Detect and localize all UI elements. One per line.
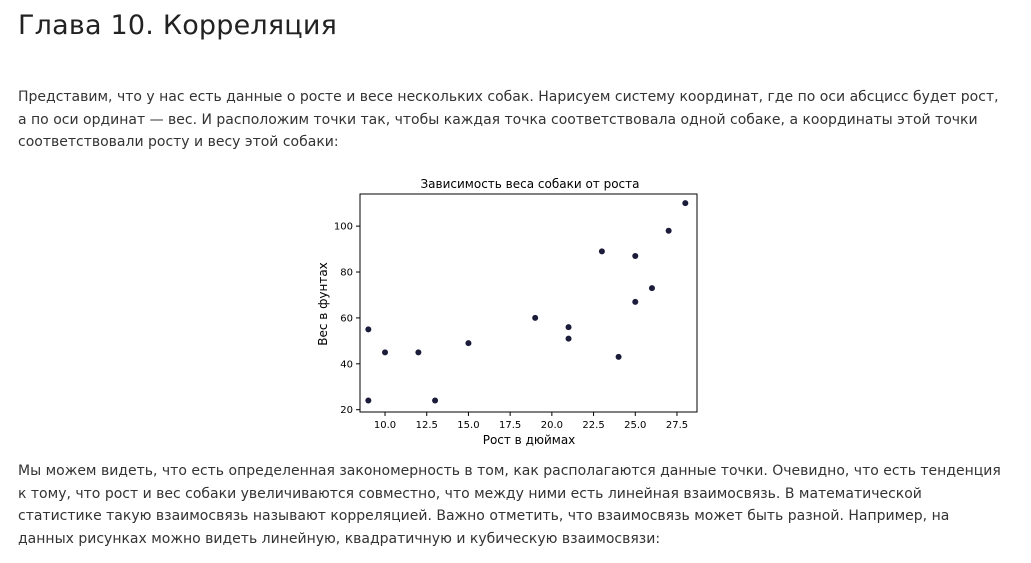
data-point — [415, 349, 422, 356]
x-tick-label: 25.0 — [624, 420, 646, 431]
x-axis-label: Рост в дюймах — [483, 433, 576, 447]
data-point — [365, 326, 372, 333]
y-axis-ticks: 20 40 60 80 100 — [334, 222, 360, 416]
y-tick-label: 20 — [340, 405, 353, 416]
data-point — [632, 252, 639, 259]
data-point — [648, 285, 655, 292]
chart-title: Зависимость веса собаки от роста — [420, 177, 639, 191]
data-point — [432, 397, 439, 404]
data-point — [665, 227, 672, 234]
x-tick-label: 17.5 — [499, 420, 521, 431]
x-tick-label: 22.5 — [582, 420, 604, 431]
intro-paragraph: Представим, что у нас есть данные о рост… — [18, 89, 999, 150]
x-tick-label: 20.0 — [541, 420, 563, 431]
x-tick-label: 27.5 — [666, 420, 688, 431]
x-tick-label: 10.0 — [374, 420, 396, 431]
x-axis-ticks: 10.0 12.5 15.0 17.5 20.0 22.5 25.0 27.5 — [374, 412, 688, 431]
data-point — [465, 340, 472, 347]
data-points — [365, 200, 689, 404]
page-title: Глава 10. Корреляция — [18, 10, 338, 41]
data-point — [615, 353, 622, 360]
x-tick-label: 12.5 — [416, 420, 438, 431]
data-point — [682, 200, 689, 207]
y-tick-label: 80 — [340, 268, 353, 279]
data-point — [565, 335, 572, 342]
y-axis-label: Вес в фунтах — [316, 262, 330, 346]
data-point — [598, 248, 605, 255]
data-point — [365, 397, 372, 404]
data-point — [382, 349, 389, 356]
x-tick-label: 15.0 — [457, 420, 479, 431]
scatter-chart: Зависимость веса собаки от роста 10.0 12.… — [316, 177, 698, 447]
data-point — [532, 314, 539, 321]
data-point — [565, 324, 572, 331]
scatter-chart-figure: Зависимость веса собаки от роста 10.0 12.… — [300, 170, 720, 455]
correlation-paragraph: Мы можем видеть, что есть определенная з… — [18, 463, 1001, 547]
y-tick-label: 100 — [334, 222, 353, 233]
plot-frame — [359, 193, 698, 413]
y-tick-label: 60 — [340, 313, 353, 324]
y-tick-label: 40 — [340, 359, 353, 370]
data-point — [632, 298, 639, 305]
